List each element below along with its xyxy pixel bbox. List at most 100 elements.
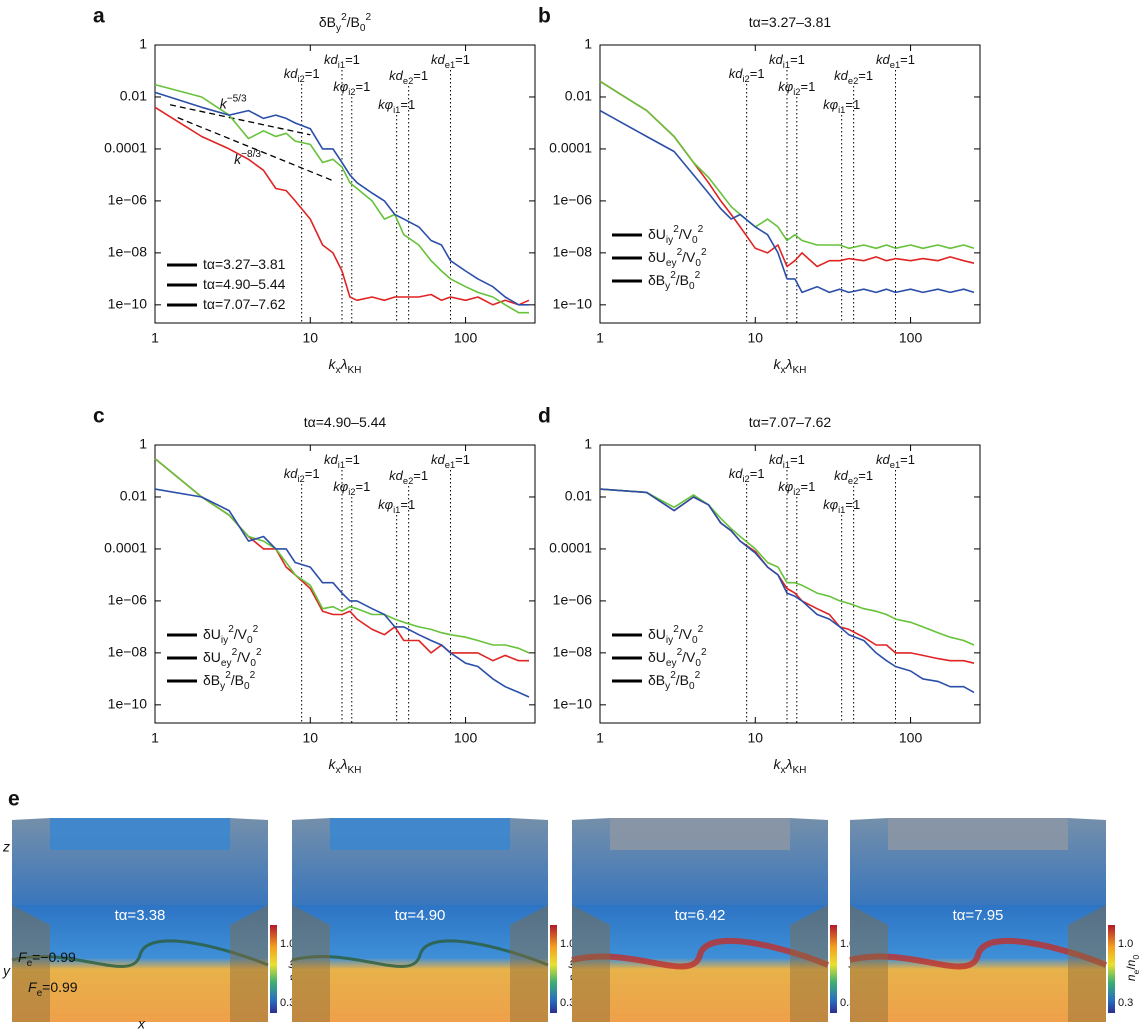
plot-frame bbox=[154, 444, 536, 724]
reference-label: kφi1=1 bbox=[378, 97, 415, 115]
text-part: i1 bbox=[338, 60, 345, 70]
text-part: e1 bbox=[890, 60, 900, 70]
text-part: =1 bbox=[305, 66, 320, 81]
text-part: e2 bbox=[848, 476, 858, 486]
text-part: y bbox=[220, 681, 226, 692]
series-line bbox=[599, 488, 975, 646]
text-part: i2 bbox=[297, 474, 304, 484]
x-tick-label: 1 bbox=[151, 730, 159, 746]
series-line bbox=[599, 109, 975, 294]
text-part: i2 bbox=[742, 74, 749, 84]
flux-label: Fe=0.99 bbox=[28, 979, 78, 999]
y-tick-label: 1 bbox=[584, 436, 592, 452]
reference-label: kdi1=1 bbox=[324, 52, 360, 70]
axis-letter: z bbox=[2, 839, 10, 855]
colorbar bbox=[830, 925, 837, 1013]
legend-label: δBy2/B02 bbox=[648, 270, 701, 292]
text-part: i2 bbox=[742, 474, 749, 484]
text-part: =1 bbox=[413, 468, 428, 483]
reference-label: kde1=1 bbox=[876, 452, 915, 470]
text-part: k bbox=[234, 151, 242, 167]
text-part: 2 bbox=[698, 224, 704, 235]
text-part: i2 bbox=[348, 487, 355, 497]
text-part: =1 bbox=[345, 452, 360, 467]
text-part: kφ bbox=[333, 479, 349, 494]
text-part: kd bbox=[834, 68, 849, 83]
y-tick-label: 1e−10 bbox=[108, 696, 148, 712]
x-axis-label: kxλKH bbox=[329, 356, 362, 376]
reference-label: kφi2=1 bbox=[333, 479, 370, 497]
colorbar-tick-label: 0.3 bbox=[1118, 997, 1133, 1009]
text-part: tα=7.07–7.62 bbox=[203, 296, 286, 312]
render-frame: tα=4.901.00.3ne/n0 bbox=[291, 818, 583, 1022]
box-side bbox=[850, 905, 888, 1022]
text-part: λ bbox=[785, 356, 793, 372]
text-part: 2 bbox=[670, 670, 676, 681]
text-part: i1 bbox=[783, 60, 790, 70]
reference-label: kde2=1 bbox=[389, 468, 428, 486]
text-part: δU bbox=[648, 226, 666, 242]
text-part: i1 bbox=[838, 105, 845, 115]
legend-label: δBy2/B02 bbox=[648, 670, 701, 692]
panel-letter: a bbox=[93, 5, 105, 28]
reference-label: kdi1=1 bbox=[769, 452, 805, 470]
text-part: n bbox=[1124, 959, 1138, 966]
reference-label: kdi2=1 bbox=[284, 466, 320, 484]
text-part: 2 bbox=[701, 647, 707, 658]
x-tick-label: 1 bbox=[596, 330, 604, 346]
text-part: 2 bbox=[225, 670, 231, 681]
render-frame: tα=7.951.00.3ne/n0 bbox=[849, 818, 1139, 1022]
legend-label: δUiy2/V02 bbox=[648, 624, 704, 646]
text-part: F bbox=[28, 979, 38, 995]
box-top bbox=[330, 818, 510, 850]
text-part: =1 bbox=[305, 466, 320, 481]
text-part: /V bbox=[682, 649, 696, 665]
reference-label: kde1=1 bbox=[431, 452, 470, 470]
text-part: δU bbox=[648, 249, 666, 265]
time-label: tα=3.38 bbox=[115, 907, 166, 924]
text-part: tα=3.27–3.81 bbox=[749, 14, 832, 30]
text-part: tα=4.90–5.44 bbox=[203, 276, 286, 292]
text-part: kφ bbox=[778, 79, 794, 94]
text-part: =1 bbox=[455, 52, 470, 67]
text-part: λ bbox=[340, 756, 348, 772]
y-tick-label: 0.0001 bbox=[104, 540, 147, 556]
y-tick-label: 1e−10 bbox=[108, 296, 148, 312]
text-part: i1 bbox=[393, 505, 400, 515]
power-law-label: k−8/3 bbox=[234, 149, 261, 167]
time-label: tα=6.42 bbox=[675, 907, 726, 924]
text-part: ey bbox=[666, 258, 678, 269]
box-front bbox=[572, 905, 828, 1022]
text-part: e2 bbox=[403, 476, 413, 486]
series-line bbox=[154, 106, 530, 306]
text-part: ey bbox=[221, 658, 233, 669]
x-tick-label: 10 bbox=[747, 330, 763, 346]
chart-panel: c tα=4.90–5.44 1 0.01 0.0001 1e−06 1e−08 1e−10 1… bbox=[93, 405, 536, 776]
legend-label: tα=4.90–5.44 bbox=[203, 276, 286, 292]
series-line bbox=[154, 91, 529, 306]
y-tick-label: 1e−08 bbox=[108, 644, 148, 660]
text-part: 0 bbox=[695, 658, 701, 669]
text-part: i1 bbox=[838, 505, 845, 515]
density-interface bbox=[849, 938, 1108, 970]
text-part: kd bbox=[876, 452, 891, 467]
reference-label: kde1=1 bbox=[876, 52, 915, 70]
text-part: 0 bbox=[247, 635, 253, 646]
box-front bbox=[850, 905, 1106, 1022]
chart-title: tα=3.27–3.81 bbox=[749, 14, 832, 30]
y-tick-label: 0.0001 bbox=[549, 140, 592, 156]
text-part: δB bbox=[648, 672, 665, 688]
y-tick-label: 1e−08 bbox=[553, 244, 593, 260]
reference-label: kdi1=1 bbox=[769, 52, 805, 70]
text-part: e1 bbox=[890, 460, 900, 470]
text-part: =1 bbox=[413, 68, 428, 83]
text-part: δU bbox=[648, 649, 666, 665]
box-top bbox=[610, 818, 790, 850]
legend-label: δUey2/V02 bbox=[648, 647, 707, 669]
text-part: kd bbox=[876, 52, 891, 67]
reference-label: kde2=1 bbox=[834, 68, 873, 86]
reference-label: kdi2=1 bbox=[284, 66, 320, 84]
text-part: tα=3.27–3.81 bbox=[203, 256, 286, 272]
text-part: =1 bbox=[900, 452, 915, 467]
text-part: 2 bbox=[673, 224, 679, 235]
